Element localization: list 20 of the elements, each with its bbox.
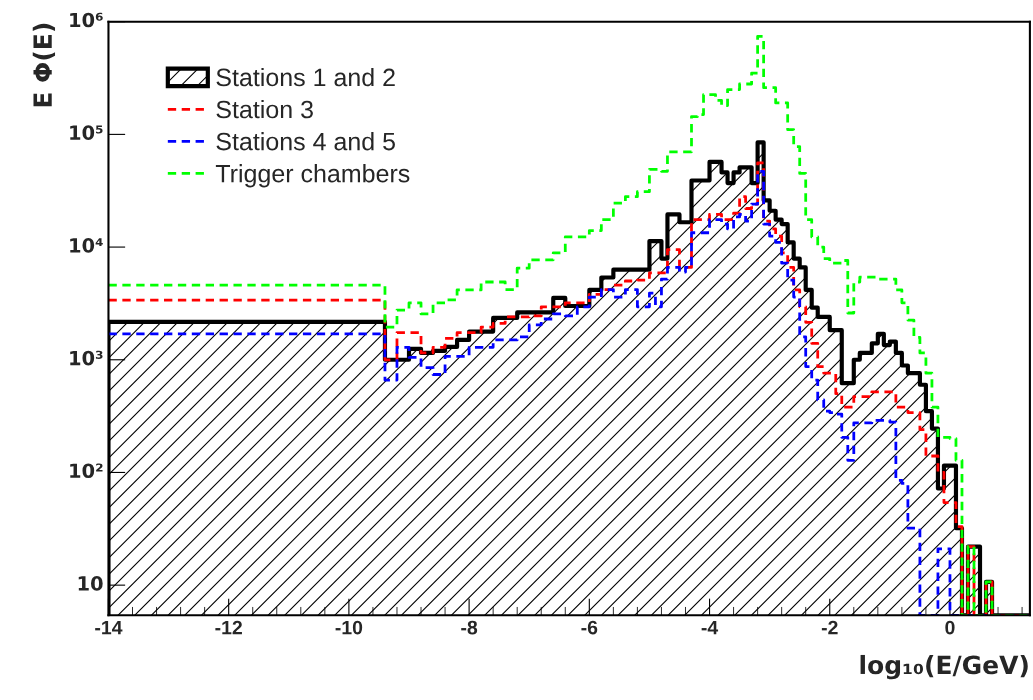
x-tick-label: -10	[335, 620, 363, 635]
y-tick-label: 10	[78, 576, 103, 591]
y-axis-title: E Φ(E)	[32, 23, 56, 107]
x-axis-title: log₁₀(E/GeV)	[860, 654, 1028, 680]
y-tick-label: 10⁴	[70, 238, 103, 253]
y-tick-label: 10³	[70, 350, 103, 366]
legend-label: Station 3	[216, 100, 313, 119]
legend-label: Trigger chambers	[215, 164, 410, 188]
y-tick-label: 10⁵	[70, 125, 103, 141]
legend-label: Stations 4 and 5	[216, 132, 395, 151]
x-tick-label: -6	[581, 620, 598, 635]
x-tick-label: -12	[215, 620, 242, 635]
x-tick-label: -2	[821, 620, 838, 635]
y-tick-label: 10⁶	[70, 12, 103, 28]
x-tick-label: -14	[95, 620, 123, 635]
x-tick-label: -4	[701, 620, 719, 635]
x-tick-label: 0	[945, 620, 955, 635]
x-tick-label: -8	[461, 620, 478, 635]
legend-label: Stations 1 and 2	[216, 67, 395, 87]
y-tick-label: 10²	[70, 463, 103, 479]
